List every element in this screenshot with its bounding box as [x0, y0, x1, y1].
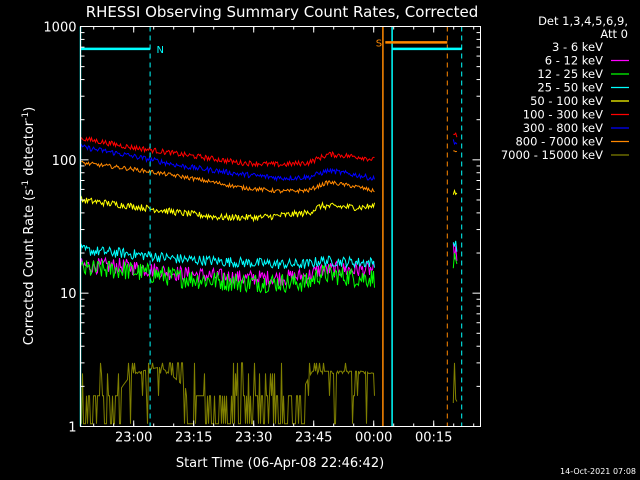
- y-tick-label: 1000: [43, 21, 76, 36]
- series-trace: [80, 243, 375, 270]
- x-tick-label: 23:15: [175, 431, 212, 446]
- legend-label: 25 - 50 keV: [537, 81, 603, 95]
- y-tick-label: 10: [60, 287, 77, 302]
- series-trace: [453, 150, 458, 153]
- y-tick-label: 1: [68, 421, 76, 436]
- plot-area: NS: [79, 26, 463, 427]
- legend-label: 50 - 100 keV: [530, 94, 603, 108]
- series-7000-15000-kev: [80, 362, 458, 425]
- series-trace: [80, 160, 375, 195]
- series-trace: [80, 143, 375, 182]
- date-stamp: 14-Oct-2021 07:08: [560, 467, 636, 476]
- series-trace: [452, 240, 458, 252]
- x-axis-label: Start Time (06-Apr-08 22:46:42): [176, 456, 384, 471]
- series-trace: [452, 188, 458, 196]
- series-trace: [453, 132, 458, 138]
- series-800-7000-kev: [80, 150, 458, 195]
- series-12-25-kev: [80, 252, 458, 294]
- x-tick-label: 23:45: [295, 431, 332, 446]
- series-100-300-kev: [80, 132, 458, 168]
- series-3-6-kev: [80, 290, 458, 362]
- series-trace: [452, 293, 458, 324]
- x-tick-label: 23:00: [115, 431, 152, 446]
- legend-label: 3 - 6 keV: [552, 40, 603, 54]
- legend-label: 800 - 7000 keV: [515, 135, 603, 149]
- legend-label: 12 - 25 keV: [537, 67, 603, 81]
- series-trace: [80, 362, 375, 425]
- series-trace: [80, 136, 375, 168]
- x-tick-label: 00:15: [415, 431, 452, 446]
- y-axis-label-sup2: -1: [21, 112, 31, 121]
- series-trace: [452, 243, 458, 261]
- y-axis-label-sup1: -1: [21, 180, 31, 189]
- plot-frame: [80, 26, 481, 427]
- y-axis-label-main: Corrected Count Rate (s: [22, 189, 37, 346]
- y-axis-label: Corrected Count Rate (s-1 detector-1): [21, 107, 37, 345]
- chart-title: RHESSI Observing Summary Count Rates, Co…: [86, 3, 479, 21]
- series-trace: [80, 260, 375, 294]
- series-trace: [80, 290, 375, 362]
- series-trace: [80, 195, 375, 223]
- series-25-50-kev: [80, 240, 458, 270]
- flag-label: N: [157, 45, 164, 56]
- legend-label: 100 - 300 keV: [523, 108, 603, 122]
- legend-label: 6 - 12 keV: [545, 54, 603, 68]
- series-50-100-kev: [80, 188, 458, 223]
- legend-label: 7000 - 15000 keV: [501, 148, 603, 162]
- legend-header-attenuator: Att 0: [600, 27, 628, 41]
- flag-s: S: [376, 38, 448, 49]
- y-axis-label-mid: detector: [22, 120, 37, 180]
- legend-label: 300 - 800 keV: [523, 121, 603, 135]
- flag-label: S: [376, 38, 382, 49]
- y-tick-label: 100: [52, 154, 77, 169]
- y-axis: 1 10 100 1000: [43, 21, 481, 436]
- series-trace: [452, 252, 458, 269]
- series-300-800-kev: [80, 139, 458, 182]
- series-trace: [452, 139, 458, 146]
- x-tick-label: 23:30: [235, 431, 272, 446]
- series-trace: [452, 362, 458, 404]
- flag-n: N: [80, 45, 462, 56]
- series-6-12-kev: [80, 243, 458, 288]
- legend-header-detectors: Det 1,3,4,5,6,9,: [538, 14, 628, 28]
- x-tick-label: 00:00: [355, 431, 392, 446]
- y-axis-label-close: ): [22, 107, 37, 112]
- x-axis: 23:00 23:15 23:30 23:45 00:00 00:15: [93, 26, 475, 446]
